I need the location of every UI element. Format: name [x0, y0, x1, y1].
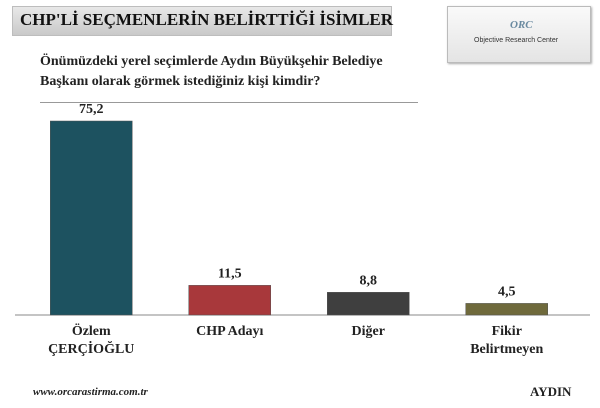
value-label: 75,2 — [79, 102, 104, 117]
x-tick-label: Diğer — [351, 324, 385, 339]
bar — [465, 303, 548, 316]
source: www.orcarastirma.com.tr — [33, 386, 148, 398]
bar — [188, 285, 271, 316]
bar — [327, 292, 410, 316]
x-tick-label: CHP Adayı — [196, 324, 264, 339]
bar — [50, 120, 133, 316]
chart-title: CHP'Lİ SEÇMENLERİN BELİRTTİĞİ İSİMLER — [20, 10, 394, 29]
x-tick-label: Fikir Belirtmeyen — [470, 324, 544, 357]
region: AYDIN — [530, 384, 572, 399]
logo: ORC Objective Research Center — [447, 6, 591, 63]
x-tick-label: Özlem ÇERÇİOĞLU — [48, 324, 135, 357]
logo-subtitle: Objective Research Center — [474, 37, 559, 44]
rule — [40, 102, 418, 103]
title-bar — [12, 6, 392, 36]
logo-text: ORC — [510, 19, 533, 31]
value-label: 11,5 — [218, 266, 242, 281]
value-label: 8,8 — [360, 273, 378, 288]
subtitle: Önümüzdeki yerel seçimlerde Aydın Büyükş… — [40, 54, 383, 89]
value-label: 4,5 — [498, 284, 516, 299]
